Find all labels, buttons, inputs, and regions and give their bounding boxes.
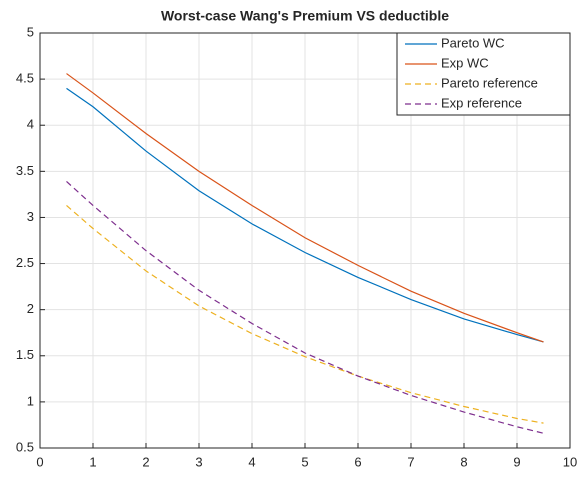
plot-frame <box>39 32 571 449</box>
data-line <box>66 87 544 343</box>
y-tick-label: 3 <box>27 209 34 224</box>
y-tick-label: 0.5 <box>16 439 34 454</box>
y-tick-label: 4 <box>27 117 34 132</box>
x-tick-label: 3 <box>195 454 202 469</box>
x-tick-label: 9 <box>513 454 520 469</box>
y-tick-label: 4.5 <box>16 71 34 86</box>
x-tick-label: 7 <box>407 454 414 469</box>
x-tick-label: 5 <box>301 454 308 469</box>
x-tick-label: 8 <box>460 454 467 469</box>
x-tick-label: 2 <box>142 454 149 469</box>
data-line <box>66 205 544 424</box>
data-line <box>66 73 544 343</box>
y-tick-label: 5 <box>27 24 34 39</box>
legend-label: Pareto reference <box>441 75 538 90</box>
chart-title: Worst-case Wang's Premium VS deductible <box>161 8 449 24</box>
x-tick-label: 10 <box>563 454 577 469</box>
legend-label: Exp reference <box>441 95 522 110</box>
x-tick-label: 1 <box>89 454 96 469</box>
x-tick-label: 0 <box>36 454 43 469</box>
legend-label: Pareto WC <box>441 35 505 50</box>
legend-box <box>396 32 571 116</box>
x-tick-label: 4 <box>248 454 255 469</box>
x-tick-label: 6 <box>354 454 361 469</box>
legend-label: Exp WC <box>441 55 489 70</box>
y-tick-label: 3.5 <box>16 163 34 178</box>
y-tick-label: 1.5 <box>16 347 34 362</box>
y-tick-label: 2 <box>27 301 34 316</box>
y-tick-label: 2.5 <box>16 255 34 270</box>
y-tick-label: 1 <box>27 393 34 408</box>
data-line <box>66 181 544 434</box>
